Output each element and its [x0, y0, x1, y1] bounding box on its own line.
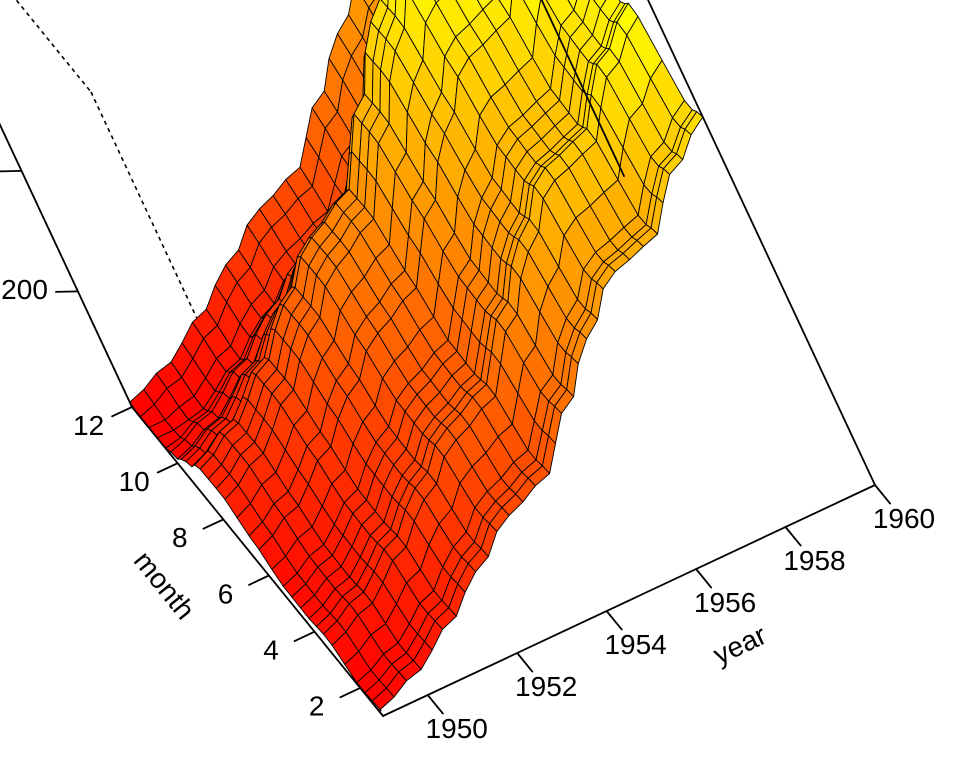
- z-tick: [55, 290, 79, 293]
- x-tick-label: 1960: [873, 503, 935, 534]
- x-tick-label: 1950: [426, 713, 488, 744]
- x-tick: [784, 526, 802, 547]
- y-tick-label: 2: [309, 691, 325, 722]
- hidden-edge: [0, 123, 133, 408]
- x-tick-label: 1952: [515, 671, 577, 702]
- y-tick: [339, 687, 362, 699]
- z-tick-label: 200: [1, 274, 48, 305]
- box-edge: [540, 0, 625, 177]
- box-edge: [647, 0, 876, 486]
- y-tick-label: 8: [172, 522, 188, 553]
- y-tick-label: 4: [263, 634, 279, 665]
- surface-facet: [363, 0, 375, 9]
- y-tick: [293, 630, 316, 642]
- y-tick: [111, 406, 133, 418]
- y-axis-title: month: [128, 545, 201, 625]
- surface-facet: [567, 0, 578, 11]
- surface-mesh: [129, 0, 704, 711]
- y-tick-label: 6: [218, 578, 234, 609]
- y-tick-label: 12: [73, 410, 104, 441]
- y-tick: [202, 518, 225, 530]
- front-box: [0, 0, 876, 717]
- box-edge: [382, 484, 876, 717]
- x-tick: [874, 484, 891, 505]
- x-tick-label: 1956: [694, 587, 756, 618]
- z-tick: [0, 169, 23, 173]
- hidden-edge: [15, 0, 92, 93]
- box-edge: [0, 122, 133, 408]
- box-edge: [131, 406, 384, 717]
- x-axis-title: year: [709, 619, 771, 670]
- x-tick-label: 1954: [604, 629, 666, 660]
- x-tick: [426, 694, 444, 715]
- x-tick: [516, 652, 534, 673]
- x-tick-label: 1958: [783, 545, 845, 576]
- y-tick-label: 10: [119, 466, 150, 497]
- x-tick: [695, 568, 713, 589]
- surface-facet: [371, 687, 395, 711]
- y-tick: [248, 574, 270, 586]
- x-tick: [605, 610, 623, 631]
- y-tick: [156, 462, 179, 474]
